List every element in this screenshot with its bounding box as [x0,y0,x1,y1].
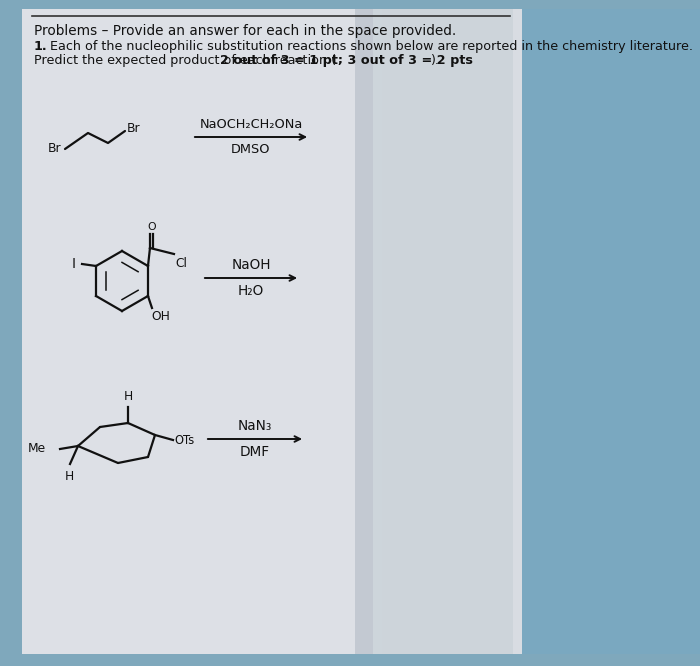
Text: NaOH: NaOH [231,258,271,272]
Text: O: O [147,222,156,232]
Text: DMF: DMF [240,445,270,459]
Text: NaOCH₂CH₂ONa: NaOCH₂CH₂ONa [199,118,302,131]
Bar [373,9,513,654]
Text: DMSO: DMSO [231,143,271,156]
Text: H: H [123,390,132,403]
Text: Br: Br [48,143,62,155]
Bar [522,9,700,654]
Bar [22,9,522,654]
Text: Each of the nucleophilic substitution reactions shown below are reported in the : Each of the nucleophilic substitution re… [46,40,693,53]
Text: ).: ). [430,54,439,67]
Text: OH: OH [151,310,170,322]
Text: H: H [64,470,74,483]
Text: I: I [72,257,76,271]
Text: Cl: Cl [175,257,187,270]
Text: Predict the expected product of each reaction (: Predict the expected product of each rea… [34,54,336,67]
Text: OTs: OTs [174,434,195,446]
Text: 2 out of 3 = 1 pt; 3 out of 3 = 2 pts: 2 out of 3 = 1 pt; 3 out of 3 = 2 pts [220,54,473,67]
Text: H₂O: H₂O [238,284,264,298]
Bar [22,9,382,654]
Text: Br: Br [127,123,141,135]
Text: 1.: 1. [34,40,48,53]
Text: NaN₃: NaN₃ [238,419,272,433]
Bar [355,9,373,654]
Text: Me: Me [28,442,46,456]
Text: Problems – Provide an answer for each in the space provided.: Problems – Provide an answer for each in… [34,24,456,38]
